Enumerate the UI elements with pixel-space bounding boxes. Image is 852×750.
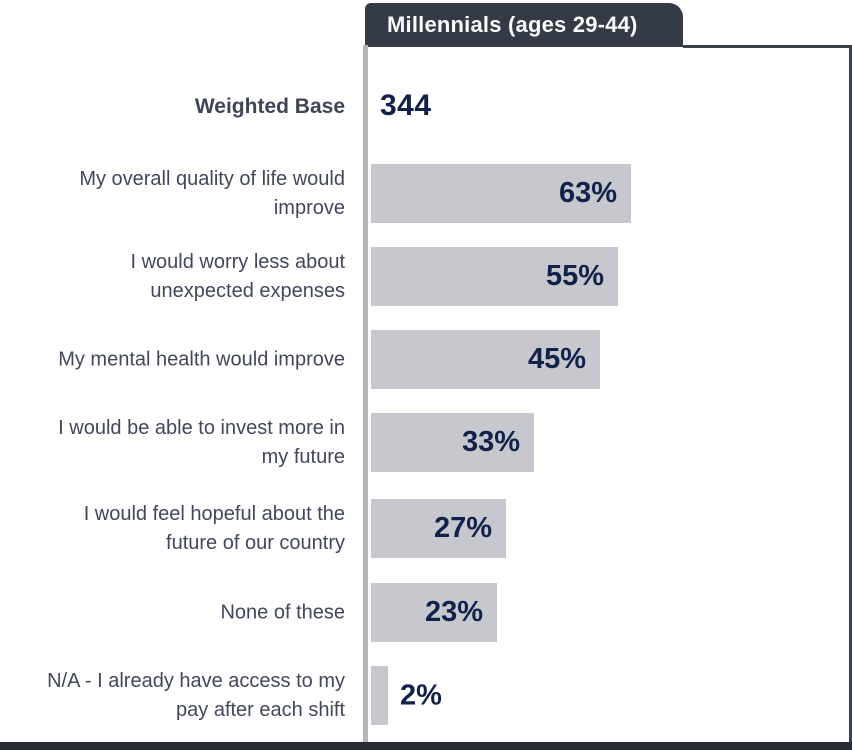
bar: 33%: [371, 413, 534, 472]
bar: [371, 666, 388, 725]
value-label: 45%: [527, 343, 586, 375]
value-label: 27%: [433, 512, 492, 544]
category-label: My mental health would improve: [58, 348, 345, 370]
bar: 23%: [371, 583, 497, 642]
group-tab-label: Millennials (ages 29-44): [387, 12, 638, 37]
value-label: 23%: [424, 596, 483, 628]
value-label: 55%: [545, 260, 604, 292]
category-label: My overall quality of life would improve: [79, 167, 345, 219]
bar: 45%: [371, 330, 600, 389]
bar: 27%: [371, 499, 506, 558]
bar: 55%: [371, 247, 618, 306]
value-label: 63%: [558, 177, 617, 209]
bar: 63%: [371, 164, 631, 223]
value-label: 2%: [400, 679, 442, 711]
plot-right-border: [849, 45, 852, 750]
category-label: I would worry less about unexpected expen…: [130, 250, 345, 302]
plot-top-border: [683, 45, 852, 48]
category-label: None of these: [220, 601, 345, 623]
weighted-base-value: 344: [380, 89, 432, 122]
category-label: N/A - I already have access to my pay aft…: [47, 669, 345, 721]
bottom-band: [0, 742, 852, 750]
category-label: I would be able to invest more in my futu…: [58, 416, 345, 468]
value-label: 33%: [461, 426, 520, 458]
group-tab: Millennials (ages 29-44): [365, 3, 683, 47]
weighted-base-label: Weighted Base: [194, 95, 345, 118]
category-label: I would feel hopeful about the future of …: [83, 502, 345, 554]
y-axis-line: [363, 45, 368, 750]
